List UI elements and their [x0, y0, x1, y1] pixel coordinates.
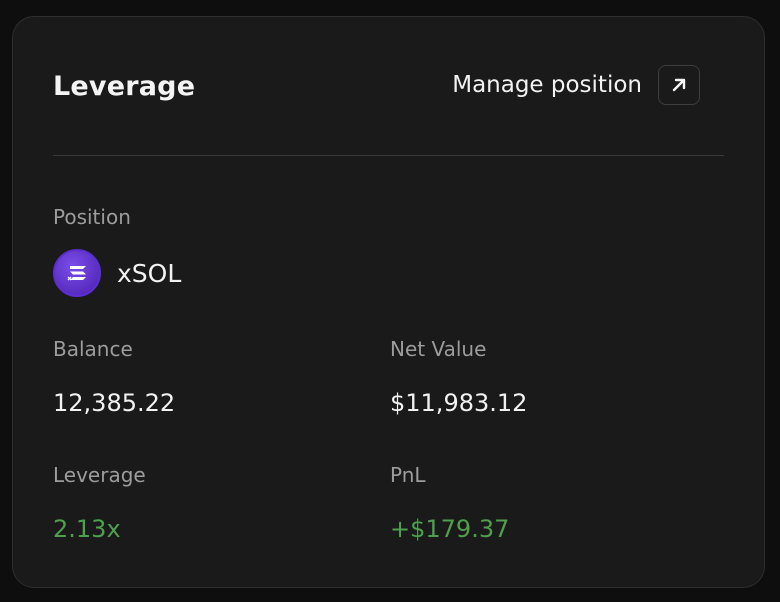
net-value-label: Net Value [390, 337, 487, 361]
leverage-value: 2.13x [53, 515, 121, 543]
external-link-button[interactable] [658, 65, 700, 105]
card-title: Leverage [53, 71, 196, 102]
manage-position-label[interactable]: Manage position [452, 72, 642, 98]
card-header: Leverage Manage position [53, 65, 724, 109]
leverage-card: Leverage Manage position Position xSOL B… [12, 16, 765, 588]
leverage-label: Leverage [53, 463, 146, 487]
balance-label: Balance [53, 337, 133, 361]
header-divider [53, 155, 724, 156]
position-label: Position [53, 205, 131, 229]
xsol-token-icon [53, 249, 101, 297]
pnl-label: PnL [390, 463, 426, 487]
arrow-up-right-icon [672, 78, 686, 92]
manage-position-link[interactable]: Manage position [452, 65, 700, 105]
pnl-value: +$179.37 [390, 515, 510, 543]
balance-value: 12,385.22 [53, 389, 176, 417]
net-value-value: $11,983.12 [390, 389, 528, 417]
position-asset: xSOL [53, 249, 181, 297]
asset-name: xSOL [117, 258, 182, 288]
